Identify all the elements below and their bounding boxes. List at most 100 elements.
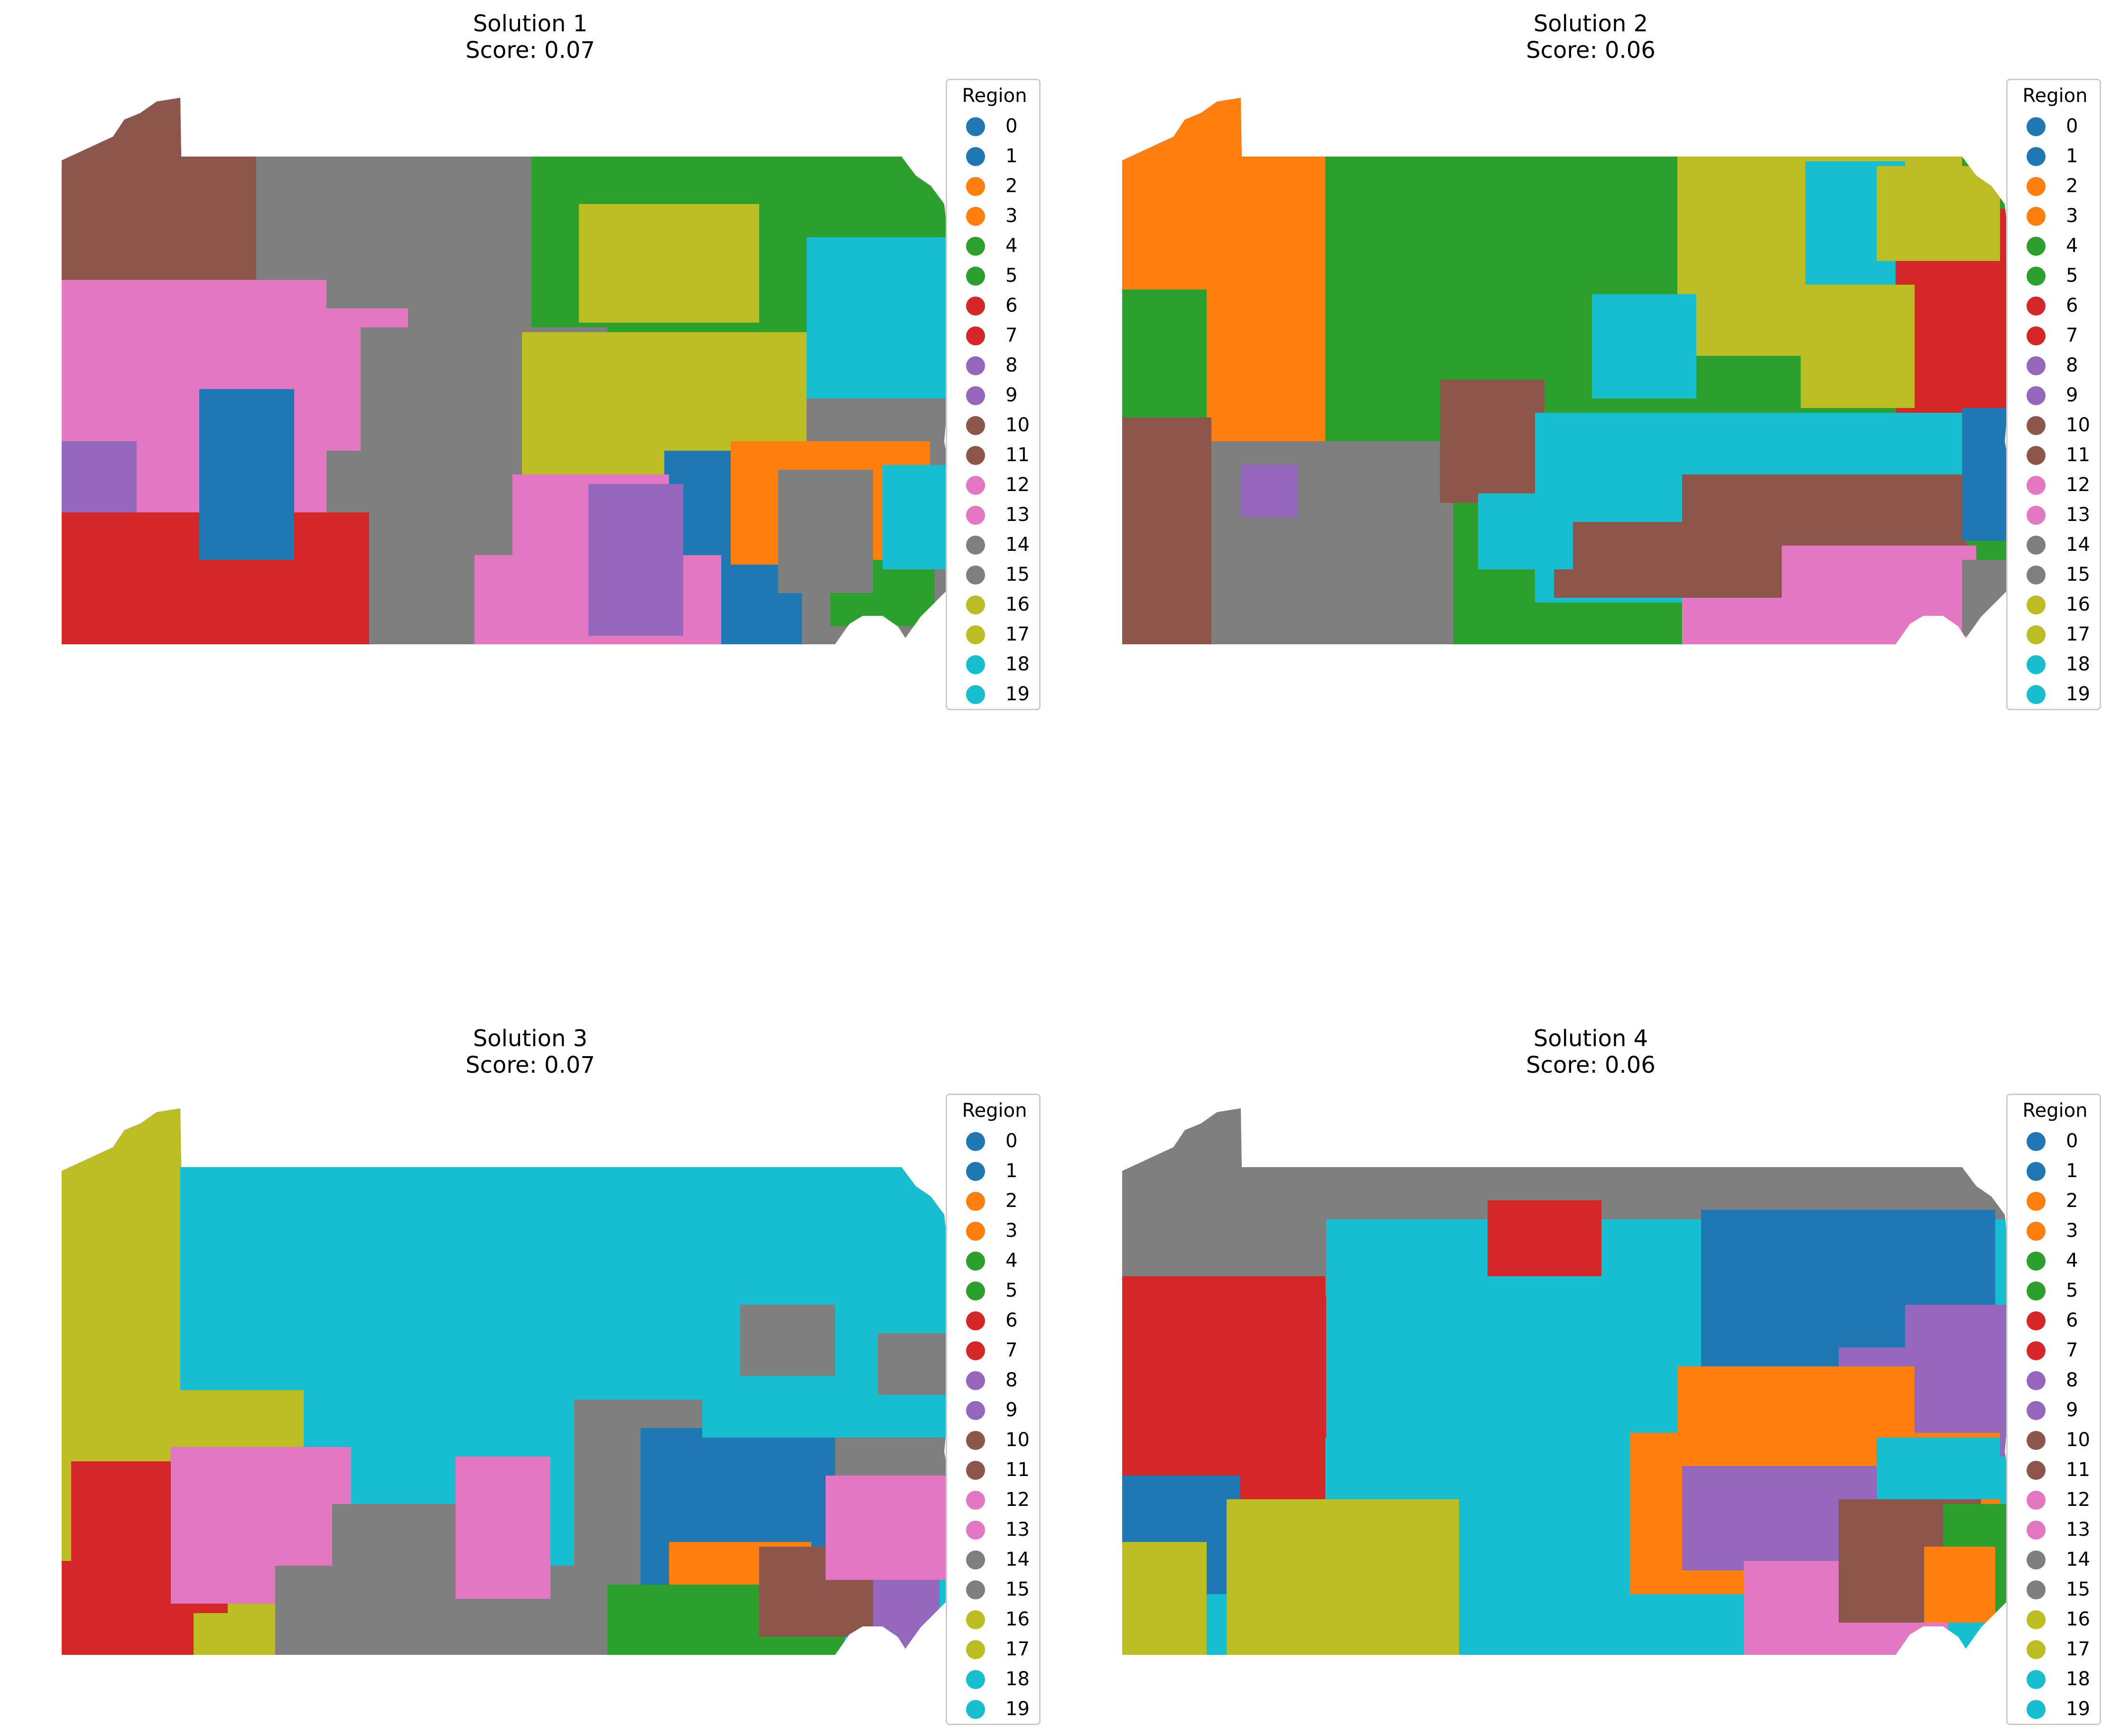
solution-title: Solution 4 <box>1533 1025 1648 1052</box>
legend-item: 14 <box>2008 1545 2102 1575</box>
legend-marker-icon <box>2027 1281 2046 1300</box>
legend-marker-icon <box>2027 685 2046 704</box>
legend-marker-icon <box>966 147 985 166</box>
legend-marker-icon <box>966 625 985 644</box>
legend-item: 10 <box>2008 1425 2102 1455</box>
legend-label: 5 <box>2066 265 2078 287</box>
region-18-19 <box>1478 493 1573 569</box>
legend-item: 8 <box>2008 1365 2102 1395</box>
legend-item: 17 <box>2008 620 2102 650</box>
legend-item: 17 <box>947 620 1042 650</box>
legend-label: 8 <box>1005 354 1018 376</box>
solution-score: Score: 0.06 <box>1526 37 1656 64</box>
legend: Region 0 1 2 3 4 5 6 7 8 9 10 11 12 13 14 15 16 17 18 19 <box>2006 79 2101 710</box>
legend-item: 10 <box>947 410 1042 440</box>
region-16-17 <box>579 204 759 323</box>
legend-label: 6 <box>1005 295 1018 316</box>
legend-item: 11 <box>2008 1455 2102 1485</box>
legend-title: Region <box>2022 85 2088 107</box>
legend-marker-icon <box>2027 536 2046 555</box>
map-regions <box>1122 98 2026 644</box>
legend-item: 1 <box>2008 141 2102 171</box>
legend-label: 7 <box>1005 1339 1018 1361</box>
legend-item: 16 <box>947 1605 1042 1634</box>
legend-label: 12 <box>1005 474 1030 496</box>
legend-item: 13 <box>947 500 1042 530</box>
legend-marker-icon <box>2027 1580 2046 1599</box>
legend-marker-icon <box>966 297 985 316</box>
legend-marker-icon <box>2027 1252 2046 1271</box>
legend-item: 19 <box>2008 679 2102 709</box>
legend-item: 8 <box>947 1365 1042 1395</box>
legend-label: 10 <box>2066 414 2090 436</box>
legend-label: 17 <box>1005 623 1030 645</box>
legend-label: 18 <box>2066 653 2090 675</box>
legend-label: 3 <box>1005 205 1018 227</box>
legend-marker-icon <box>2027 267 2046 286</box>
legend-marker-icon <box>2027 237 2046 256</box>
legend-marker-icon <box>2027 1550 2046 1569</box>
region-10-11 <box>1122 418 1211 644</box>
legend-label: 10 <box>1005 1429 1030 1451</box>
legend-marker-icon <box>2027 1162 2046 1181</box>
legend-marker-icon <box>966 1252 985 1271</box>
legend-marker-icon <box>966 1222 985 1241</box>
legend-marker-icon <box>2027 1640 2046 1659</box>
legend-label: 11 <box>2066 1459 2090 1481</box>
legend-marker-icon <box>966 1521 985 1540</box>
legend-item: 3 <box>2008 201 2102 231</box>
legend-marker-icon <box>2027 297 2046 316</box>
legend-label: 19 <box>2066 1698 2090 1720</box>
legend-item: 0 <box>947 111 1042 141</box>
region-0-1 <box>199 389 294 560</box>
legend-label: 10 <box>2066 1429 2090 1451</box>
legend-label: 15 <box>1005 1578 1030 1600</box>
legend-label: 4 <box>2066 235 2078 257</box>
legend-item: 6 <box>2008 1306 2102 1336</box>
legend-marker-icon <box>966 446 985 465</box>
legend-marker-icon <box>966 1431 985 1450</box>
legend-item: 12 <box>2008 470 2102 500</box>
legend-label: 6 <box>1005 1309 1018 1331</box>
legend-marker-icon <box>2027 655 2046 674</box>
legend-item: 2 <box>947 171 1042 201</box>
legend-item: 4 <box>2008 231 2102 261</box>
legend-marker-icon <box>966 1461 985 1480</box>
legend-label: 5 <box>1005 265 1018 287</box>
legend-item: 8 <box>947 351 1042 381</box>
legend-marker-icon <box>966 386 985 405</box>
legend-item: 19 <box>2008 1694 2102 1724</box>
legend-label: 9 <box>2066 384 2078 406</box>
legend-label: 17 <box>2066 623 2090 645</box>
legend-label: 18 <box>1005 653 1030 675</box>
legend: Region 0 1 2 3 4 5 6 7 8 9 10 11 12 13 14 15 16 17 18 19 <box>946 1094 1041 1725</box>
legend-marker-icon <box>2027 566 2046 585</box>
panel-title: Solution 1 Score: 0.07 <box>0 10 1060 64</box>
legend-label: 2 <box>2066 1190 2078 1212</box>
legend-item: 2 <box>2008 171 2102 201</box>
legend-item: 16 <box>2008 590 2102 620</box>
legend-item: 1 <box>947 141 1042 171</box>
legend-label: 5 <box>2066 1280 2078 1301</box>
legend-label: 10 <box>1005 414 1030 436</box>
legend-label: 1 <box>1005 1160 1018 1182</box>
legend-item: 3 <box>2008 1216 2102 1246</box>
legend-marker-icon <box>2027 147 2046 166</box>
legend-item: 9 <box>2008 381 2102 410</box>
legend-marker-icon <box>2027 416 2046 435</box>
legend-marker-icon <box>966 1700 985 1719</box>
legend-item: 18 <box>2008 1664 2102 1694</box>
legend-label: 6 <box>2066 1309 2078 1331</box>
region-14-15 <box>332 1504 474 1599</box>
legend-marker-icon <box>966 536 985 555</box>
legend-marker-icon <box>966 506 985 525</box>
region-18-19 <box>1592 294 1696 399</box>
legend-item: 0 <box>2008 111 2102 141</box>
region-16-17 <box>1122 1542 1207 1655</box>
legend-item: 6 <box>947 291 1042 321</box>
legend-item: 9 <box>947 381 1042 410</box>
legend-item: 13 <box>2008 1515 2102 1545</box>
legend-marker-icon <box>2027 117 2046 136</box>
legend-item: 14 <box>947 530 1042 560</box>
